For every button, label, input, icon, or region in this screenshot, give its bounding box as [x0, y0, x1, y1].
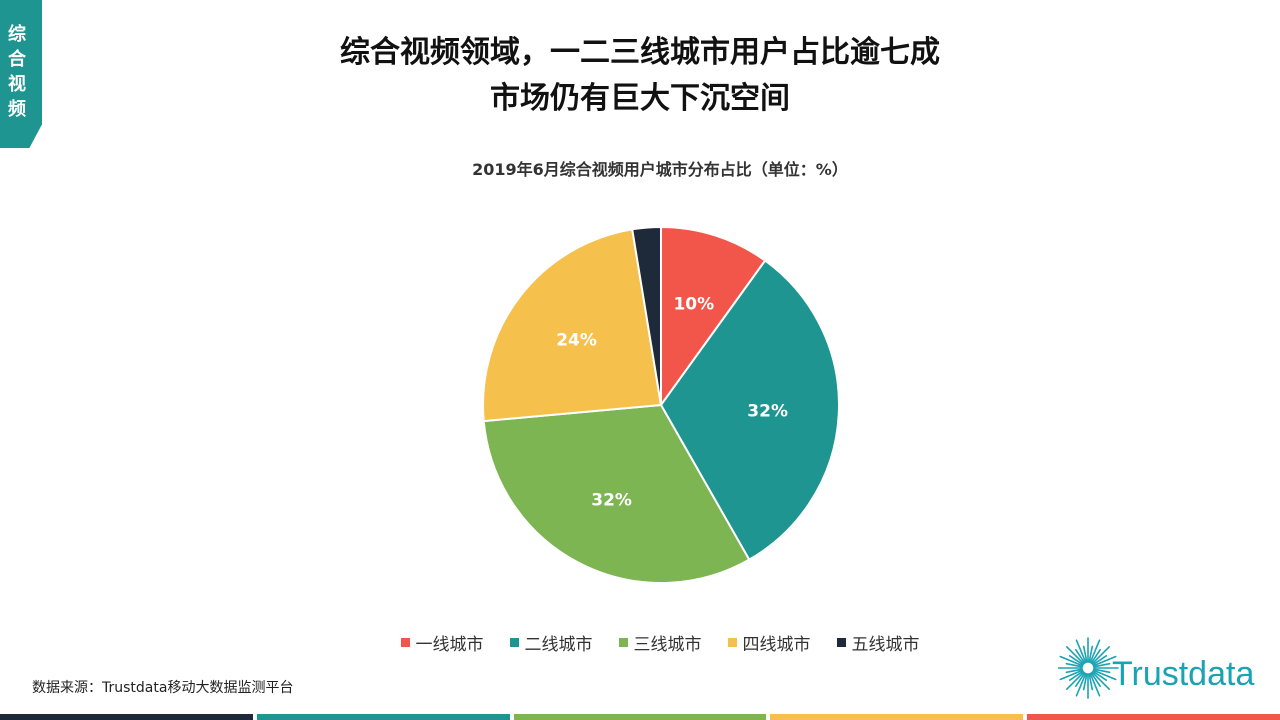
pie-data-label-2: 32% — [747, 402, 788, 422]
data-source: 数据来源：Trustdata移动大数据监测平台 — [32, 680, 294, 696]
legend-swatch — [618, 638, 628, 647]
bottom-bar-segment — [256, 714, 510, 720]
side-tab: 综合视频 — [0, 0, 42, 148]
legend-label: 三线城市 — [633, 635, 702, 655]
pie-data-label-3: 32% — [591, 491, 632, 511]
chart-title: 2019年6月综合视频用户城市分布占比（单位：%） — [472, 160, 848, 179]
legend-swatch — [400, 638, 410, 647]
bottom-color-bar — [0, 714, 1280, 720]
legend-label: 四线城市 — [742, 635, 811, 655]
bottom-bar-segment — [0, 714, 253, 720]
chart-legend: 一线城市 二线城市 三线城市 四线城市 五线城市 — [0, 630, 1280, 655]
legend-swatch — [727, 638, 737, 647]
pie-slice-2 — [659, 259, 840, 561]
bottom-bar-segment — [1027, 714, 1280, 720]
title-line-2: 市场仍有巨大下沉空间 — [490, 81, 790, 116]
bottom-bar-segment — [770, 714, 1024, 720]
brand-name: Trustdata — [1112, 655, 1255, 693]
pie-slice-5 — [631, 225, 662, 406]
legend-label: 二线城市 — [524, 635, 593, 655]
pie-data-label-4: 24% — [556, 331, 597, 351]
legend-item-3: 三线城市 — [618, 630, 702, 655]
legend-item-5: 五线城市 — [836, 630, 920, 655]
side-tab-label: 综合视频 — [8, 24, 26, 120]
trustdata-logo-icon — [1058, 637, 1119, 699]
title-line-1: 综合视频领域，一二三线城市用户占比逾七成 — [340, 35, 940, 70]
legend-item-2: 二线城市 — [509, 630, 593, 655]
legend-label: 五线城市 — [851, 635, 920, 655]
legend-item-1: 一线城市 — [400, 630, 484, 655]
pie-slice-3 — [482, 403, 751, 584]
bottom-bar-segment — [513, 714, 767, 720]
legend-item-4: 四线城市 — [727, 630, 811, 655]
pie-slice-1 — [660, 225, 767, 409]
pie-slice-4 — [482, 228, 663, 423]
legend-label: 一线城市 — [415, 635, 484, 655]
page-title: 综合视频领域，一二三线城市用户占比逾七成 市场仍有巨大下沉空间 — [0, 30, 1280, 122]
pie-data-label-1: 10% — [673, 294, 714, 314]
legend-swatch — [509, 638, 519, 647]
legend-swatch — [836, 638, 846, 647]
